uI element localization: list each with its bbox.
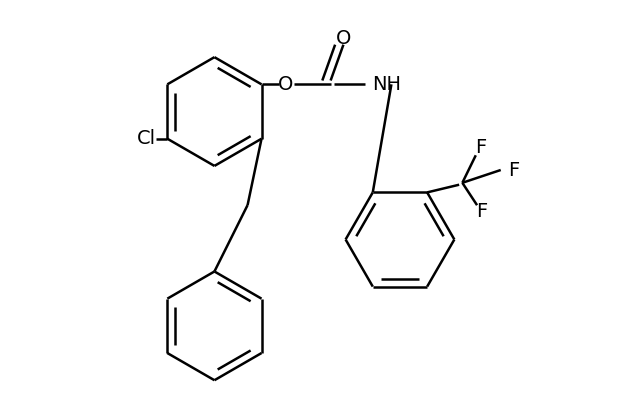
Text: O: O [336,29,351,48]
Text: Cl: Cl [137,129,156,148]
Text: NH: NH [372,75,401,94]
Text: F: F [508,161,520,180]
Text: O: O [278,75,294,94]
Text: F: F [475,138,486,157]
Text: F: F [476,202,487,221]
